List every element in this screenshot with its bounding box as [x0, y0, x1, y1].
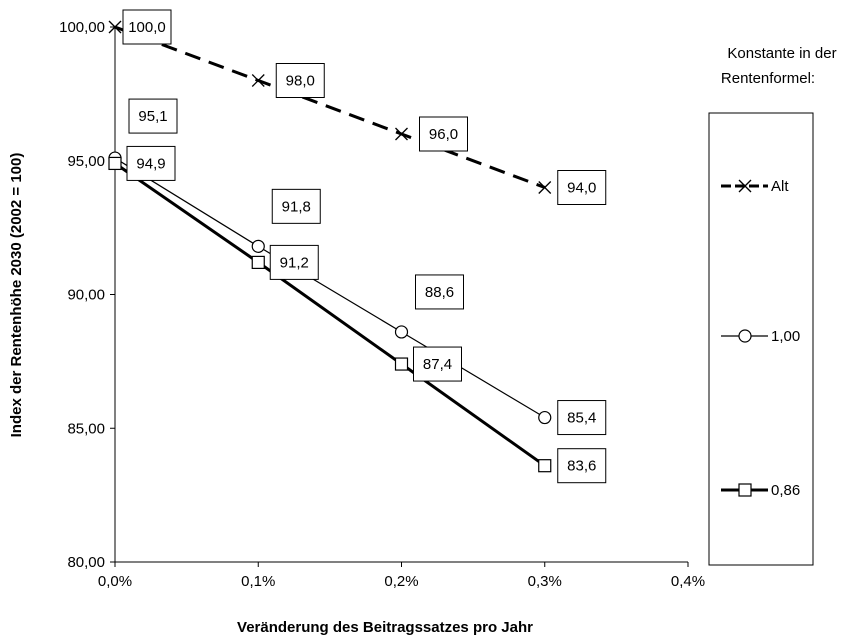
- data-label-alt: 100,0: [122, 9, 172, 45]
- data-point-1-00: [394, 325, 409, 339]
- data-label-alt: 98,0: [275, 63, 325, 98]
- x-tick-label: 0,1%: [241, 573, 275, 590]
- data-point-1-00: [251, 239, 265, 253]
- svg-text:95,1: 95,1: [138, 108, 167, 125]
- x-tick-label: 0,2%: [384, 573, 418, 590]
- axes: [110, 26, 689, 567]
- legend-marker-0-86: [738, 483, 752, 497]
- data-label-1-00: 85,4: [557, 400, 607, 436]
- svg-text:88,6: 88,6: [425, 284, 454, 301]
- data-label-alt: 94,0: [557, 170, 607, 205]
- legend-entry-1-00: 1,00: [721, 328, 800, 345]
- legend-entries: Alt 1,00 0,86: [721, 178, 800, 499]
- data-point-0-86: [251, 255, 265, 269]
- svg-text:94,0: 94,0: [567, 180, 596, 197]
- legend-label: 0,86: [771, 482, 800, 499]
- y-tick-labels: 80,00 85,00 90,00 95,00 100,00: [59, 19, 105, 571]
- svg-text:94,9: 94,9: [136, 155, 165, 172]
- x-tick-label: 0,4%: [671, 573, 705, 590]
- legend-label: 1,00: [771, 328, 800, 345]
- svg-text:100,0: 100,0: [128, 19, 166, 36]
- legend-marker-alt: [738, 179, 752, 193]
- series-line-0-86: [114, 162, 546, 467]
- data-point-alt: [251, 74, 265, 87]
- y-tick-label: 95,00: [67, 153, 105, 170]
- data-label-1-00: 88,6: [415, 274, 464, 310]
- data-point-0-86: [108, 156, 122, 171]
- data-label-0-86: 94,9: [126, 145, 176, 181]
- x-tick-label: 0,3%: [528, 573, 562, 590]
- legend-title-line2: Rentenformel:: [721, 70, 815, 87]
- x-tick-labels: 0,0% 0,1% 0,2% 0,3% 0,4%: [98, 573, 705, 590]
- data-point-0-86: [394, 357, 409, 371]
- series-line-1-00: [114, 157, 546, 419]
- series-layer: [108, 20, 552, 473]
- svg-text:91,2: 91,2: [280, 254, 309, 271]
- y-tick-label: 90,00: [67, 287, 105, 304]
- x-axis-label: Veränderung des Beitragssatzes pro Jahr: [237, 619, 533, 636]
- data-label-1-00: 95,1: [128, 98, 178, 134]
- data-point-alt: [108, 20, 122, 34]
- y-tick-label: 80,00: [67, 554, 105, 571]
- data-point-alt: [538, 181, 552, 194]
- legend-entry-0-86: 0,86: [721, 482, 800, 499]
- legend-marker-1-00: [738, 329, 752, 343]
- legend-entry-alt: Alt: [721, 178, 789, 195]
- svg-text:96,0: 96,0: [429, 126, 458, 143]
- y-tick-label: 100,00: [59, 19, 105, 36]
- data-label-0-86: 91,2: [269, 244, 319, 280]
- data-label-0-86: 87,4: [413, 346, 462, 382]
- data-point-1-00: [538, 410, 552, 425]
- legend-label: Alt: [771, 178, 789, 195]
- svg-text:91,8: 91,8: [282, 198, 311, 215]
- y-tick-label: 85,00: [67, 420, 105, 437]
- svg-text:87,4: 87,4: [423, 356, 452, 373]
- data-label-1-00: 91,8: [271, 188, 321, 224]
- y-axis-label: Index der Rentenhöhe 2030 (2002 = 100): [8, 153, 25, 438]
- data-point-0-86: [538, 459, 552, 473]
- legend-title-line1: Konstante in der: [727, 45, 836, 62]
- data-labels-layer: 100,0 98,0 96,0 94,0 95,1 91,8 88,6 85,4 94,9 91,…: [122, 9, 607, 484]
- svg-text:85,4: 85,4: [567, 410, 596, 427]
- data-label-alt: 96,0: [419, 116, 468, 152]
- svg-text:98,0: 98,0: [286, 73, 315, 90]
- data-label-0-86: 83,6: [557, 448, 607, 484]
- series-line-alt: [114, 25, 546, 189]
- x-tick-label: 0,0%: [98, 573, 132, 590]
- data-point-alt: [395, 127, 408, 141]
- svg-text:83,6: 83,6: [567, 458, 596, 475]
